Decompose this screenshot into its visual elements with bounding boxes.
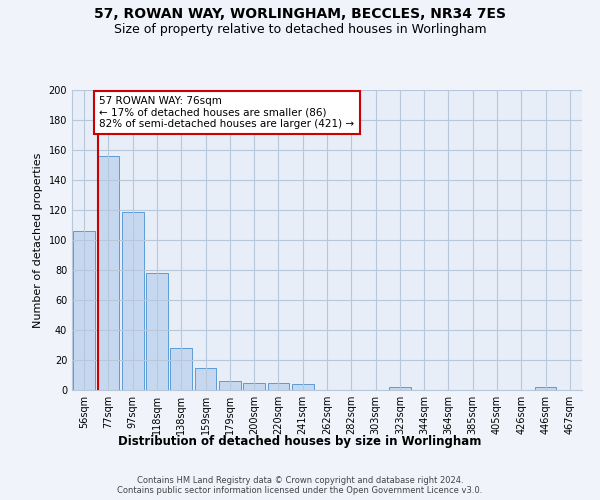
Text: Contains HM Land Registry data © Crown copyright and database right 2024.
Contai: Contains HM Land Registry data © Crown c…: [118, 476, 482, 495]
Bar: [170, 348, 192, 390]
Bar: [122, 212, 143, 390]
Bar: [219, 381, 241, 390]
Bar: [292, 384, 314, 390]
Text: Distribution of detached houses by size in Worlingham: Distribution of detached houses by size …: [118, 435, 482, 448]
Bar: [97, 156, 119, 390]
Bar: [535, 387, 556, 390]
Bar: [389, 387, 411, 390]
Text: Size of property relative to detached houses in Worlingham: Size of property relative to detached ho…: [113, 22, 487, 36]
Bar: [73, 231, 95, 390]
Text: 57, ROWAN WAY, WORLINGHAM, BECCLES, NR34 7ES: 57, ROWAN WAY, WORLINGHAM, BECCLES, NR34…: [94, 8, 506, 22]
Bar: [243, 382, 265, 390]
Bar: [268, 382, 289, 390]
Text: 57 ROWAN WAY: 76sqm
← 17% of detached houses are smaller (86)
82% of semi-detach: 57 ROWAN WAY: 76sqm ← 17% of detached ho…: [99, 96, 355, 129]
Bar: [194, 368, 217, 390]
Y-axis label: Number of detached properties: Number of detached properties: [33, 152, 43, 328]
Bar: [146, 273, 168, 390]
